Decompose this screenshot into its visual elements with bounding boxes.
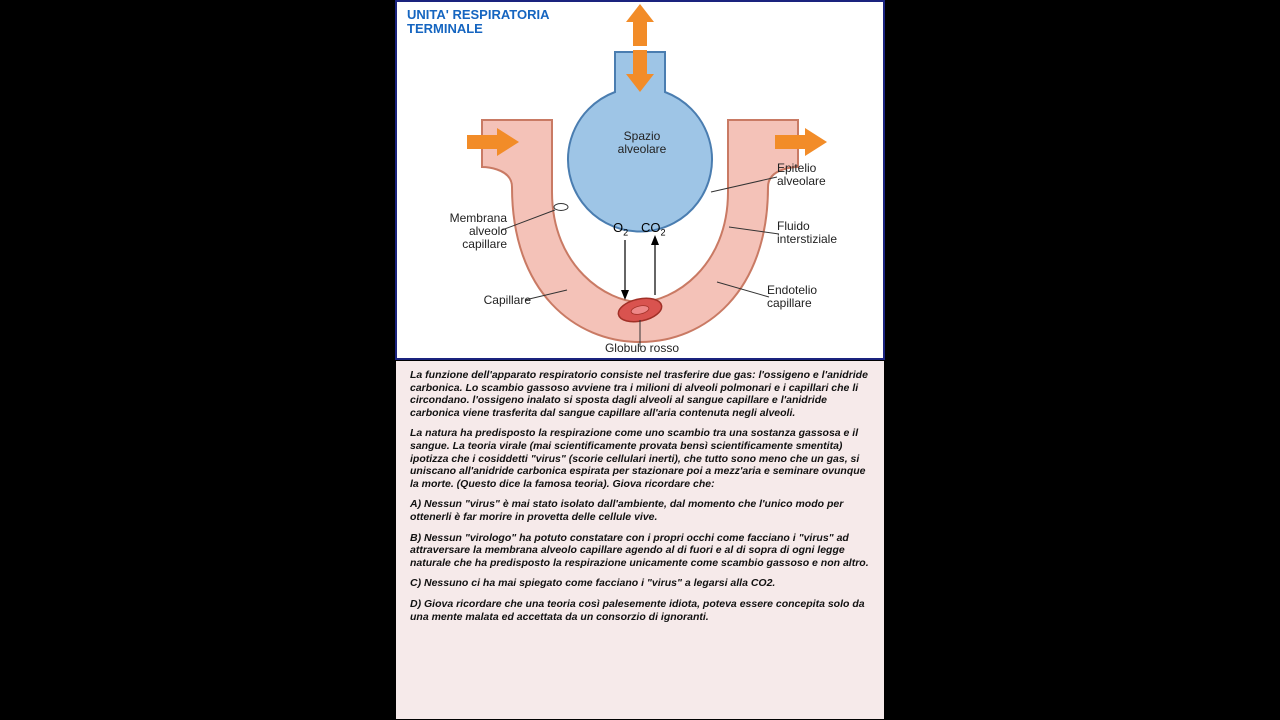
label-membrana: Membrana alveolo capillare (427, 212, 507, 252)
o2-arrow-icon (621, 240, 629, 300)
arrow-top-up-icon (626, 4, 654, 46)
label-epitelio: Epitelio alveolare (777, 162, 857, 188)
label-capillare: Capillare (461, 294, 531, 307)
diagram-panel: UNITA' RESPIRATORIA TERMINALE (395, 0, 885, 360)
label-capillare-text: Capillare (484, 293, 531, 307)
paragraph-2: La natura ha predisposto la respirazione… (410, 427, 870, 490)
label-co2: CO2 (641, 220, 666, 238)
paragraph-1: La funzione dell'apparato respiratorio c… (410, 369, 870, 419)
label-endotelio: Endotelio capillare (767, 284, 847, 310)
label-spazio-alveolare-text: Spazio alveolare (618, 129, 667, 156)
text-panel: La funzione dell'apparato respiratorio c… (395, 360, 885, 720)
label-spazio-alveolare: Spazio alveolare (607, 130, 677, 156)
label-fluido-text: Fluido interstiziale (777, 219, 837, 246)
label-epitelio-text: Epitelio alveolare (777, 161, 826, 188)
paragraph-B: B) Nessun "virologo" ha potuto constatar… (410, 532, 870, 570)
infographic-page: UNITA' RESPIRATORIA TERMINALE (395, 0, 885, 720)
co2-arrow-icon (651, 235, 659, 295)
label-membrana-text: Membrana alveolo capillare (450, 211, 507, 251)
label-globulo-rosso: Globulo rosso (587, 342, 697, 355)
paragraph-A: A) Nessun "virus" è mai stato isolato da… (410, 498, 870, 523)
label-fluido: Fluido interstiziale (777, 220, 867, 246)
label-o2: O2 (613, 220, 628, 238)
paragraph-D: D) Giova ricordare che una teoria così p… (410, 598, 870, 623)
paragraph-C: C) Nessuno ci ha mai spiegato come facci… (410, 577, 870, 590)
label-endotelio-text: Endotelio capillare (767, 283, 817, 310)
label-globulo-rosso-text: Globulo rosso (605, 341, 679, 355)
